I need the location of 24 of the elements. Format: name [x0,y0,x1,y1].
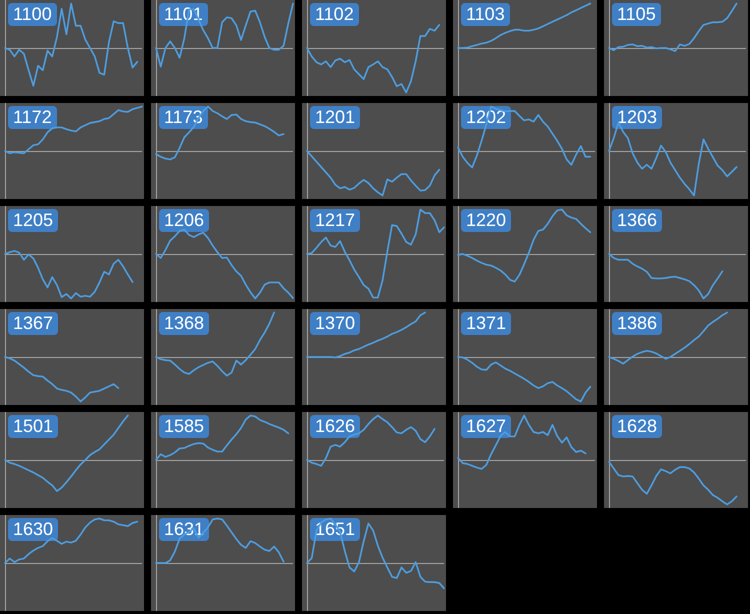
chart-title: 1631 [159,518,210,541]
chart-title: 1370 [310,312,360,335]
chart-title: 1201 [310,106,360,129]
chart-title: 1203 [612,106,662,129]
chart-title: 1630 [8,518,58,541]
chart-title: 1105 [612,3,661,26]
chart-title: 1220 [461,209,512,232]
chart-title: 1172 [8,106,57,129]
chart-title: 1386 [612,312,662,335]
chart-title: 1367 [8,312,58,335]
chart-title: 1627 [461,415,512,438]
chart-title: 1585 [159,415,210,438]
chart-title: 1102 [310,3,359,26]
chart-title: 1206 [159,209,210,232]
chart-title: 1205 [8,209,58,232]
chart-title: 1628 [612,415,662,438]
chart-title: 1366 [612,209,662,232]
chart-title: 1217 [310,209,360,232]
chart-title: 1626 [310,415,360,438]
chart-title: 1100 [8,3,57,26]
chart-title: 1371 [461,312,512,335]
chart-title: 1501 [8,415,58,438]
chart-title: 1368 [159,312,210,335]
chart-title: 1103 [461,3,510,26]
